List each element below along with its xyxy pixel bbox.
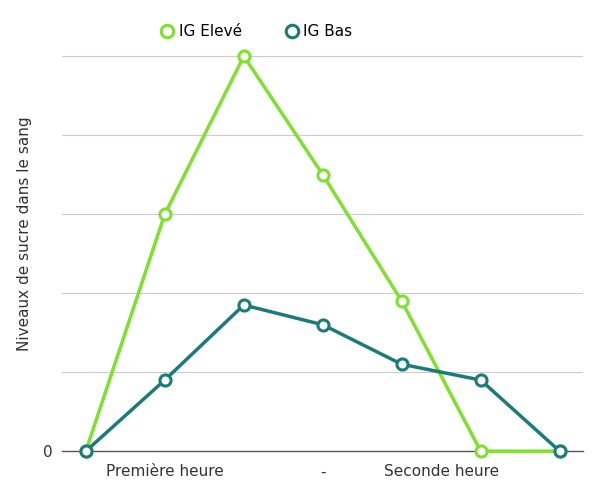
Legend: IG Elevé, IG Bas: IG Elevé, IG Bas: [164, 24, 352, 39]
Y-axis label: Niveaux de sucre dans le sang: Niveaux de sucre dans le sang: [17, 117, 32, 351]
